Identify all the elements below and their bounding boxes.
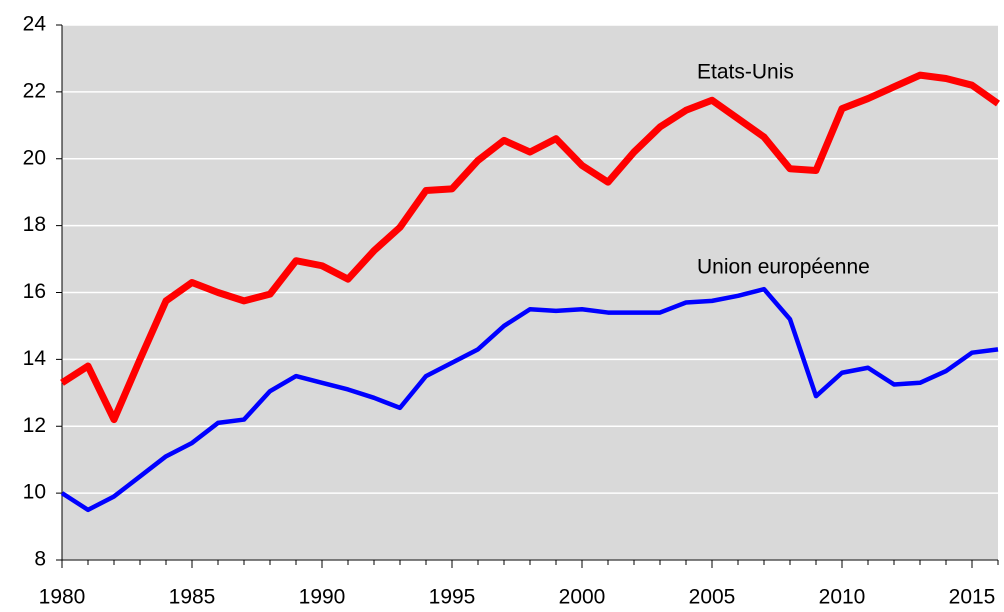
x-tick-label: 1990: [299, 586, 346, 609]
x-tick-label: 2000: [559, 586, 606, 609]
x-tick-label: 2015: [949, 586, 996, 609]
y-tick-label: 10: [23, 481, 46, 504]
y-tick-label: 16: [23, 280, 46, 303]
x-tick-label: 1980: [39, 586, 86, 609]
x-tick-label: 1995: [429, 586, 476, 609]
y-tick-label: 12: [23, 414, 46, 437]
x-tick-label: 1985: [169, 586, 216, 609]
x-tick-label: 2010: [819, 586, 866, 609]
series-line: [60, 71, 1001, 424]
x-tick-label: 2005: [689, 586, 736, 609]
series-label: Etats-Unis: [697, 61, 794, 84]
y-tick-label: 14: [23, 347, 47, 370]
y-tick-label: 24: [23, 13, 47, 36]
y-tick-label: 22: [23, 79, 46, 102]
y-tick-label: 18: [23, 213, 46, 236]
y-tick-label: 20: [23, 146, 46, 169]
series-line: [60, 286, 999, 513]
y-tick-label: 8: [34, 548, 46, 571]
series-label: Union européenne: [697, 256, 870, 279]
